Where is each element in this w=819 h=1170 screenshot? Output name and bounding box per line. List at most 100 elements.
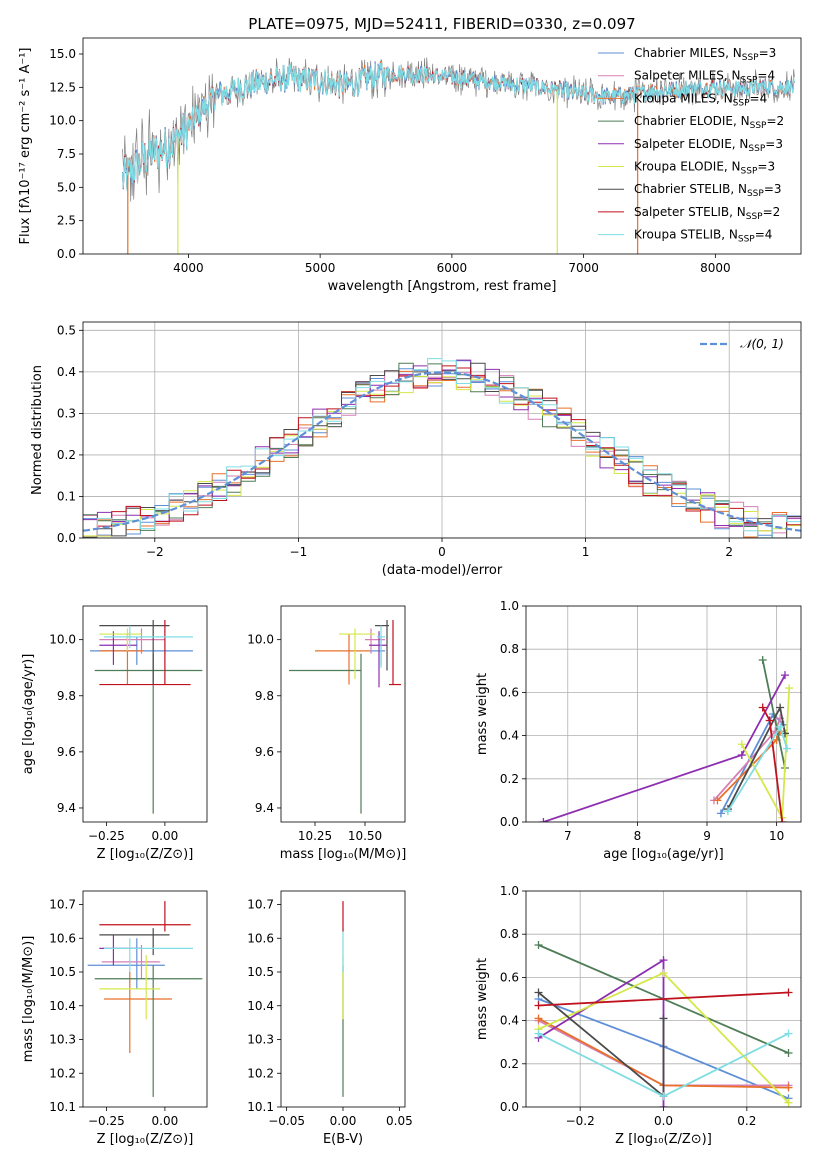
y-tick-label: 9.8 [255,689,274,703]
weight-marker-chabrier-elodie [784,1049,793,1057]
x-tick-label: −1 [290,545,308,559]
plot-area [526,891,801,1107]
y-axis-label: mass weight [475,673,490,755]
x-tick-label: −0.05 [268,1114,305,1128]
histogram-salpeter-stelib [83,365,801,538]
histogram-kroupa-stelib [83,358,801,538]
weight-marker-chabrier-miles [716,809,725,818]
legend-label-kroupa-stelib: Kroupa STELIB, NSSP=4 [634,228,772,245]
y-tick-label: 9.4 [255,801,274,815]
weight-marker-chabrier-elodie [534,941,543,949]
weight-marker-salpeter-elodie [659,956,668,965]
legend-label-chabrier-elodie: Chabrier ELODIE, NSSP=2 [634,114,784,131]
plot-area [289,620,401,814]
x-axis-label: wavelength [Angstrom, rest frame] [328,279,557,294]
y-tick-label: 10.6 [247,931,274,945]
y-tick-label: 1.0 [500,884,519,898]
weight-marker-kroupa-stelib [659,1092,668,1101]
weight-marker-kroupa-elodie [785,684,794,693]
y-tick-label: 10.5 [49,965,76,979]
x-tick-label: −0.25 [88,829,125,843]
gaussian-curve [83,371,801,532]
weight-marker-salpeter-stelib [765,716,774,725]
y-tick-label: 9.4 [57,801,76,815]
weight-marker-kroupa-stelib [723,807,732,816]
x-axis-label: Z [log₁₀(Z/Z⊙)] [615,1132,712,1147]
panel-weight-vs-Z: −0.2 0.0 0.2 0.0 0.2 0.4 0.6 0.8 1.0 Z [log₁₀(Z/Z… [475,884,802,1147]
x-axis-label: E(B-V) [323,1132,363,1147]
axes-frame [280,605,406,823]
x-tick-label: 0.05 [386,1114,413,1128]
model-spectrum-kroupa-stelib [122,63,795,191]
x-axis-label: (data-model)/error [382,563,503,578]
weight-marker-kroupa-stelib [534,1029,543,1038]
x-tick-label: 5000 [305,261,336,275]
x-axis-label: Z [log₁₀(Z/Z⊙)] [97,847,194,862]
legend-label-salpeter-miles: Salpeter MILES, NSSP=4 [634,69,775,86]
weight-marker-kroupa-miles [784,1083,793,1092]
y-tick-label: 0.3 [57,406,76,420]
y-tick-label: 0.8 [500,927,519,941]
y-tick-label: 9.6 [57,745,76,759]
panel-residuals: −2 −1 0 1 2 0.0 0.1 0.2 0.3 0.4 0.5 (data-model)/er… [30,321,802,578]
y-axis-label: mass weight [475,958,490,1040]
x-tick-label: 0 [438,545,446,559]
y-tick-label: 2.5 [57,214,76,228]
weight-marker-kroupa-miles [713,796,722,805]
panel-weight-vs-age: 7 8 9 10 0.0 0.2 0.4 0.6 0.8 1.0 age [log₁₀(age/yr… [475,599,802,862]
y-axis-label: mass [log₁₀(M/M⊙)] [21,936,36,1063]
y-tick-label: 10.6 [49,931,76,945]
plot-area [87,901,203,1097]
y-tick-label: 0.0 [57,531,76,545]
x-tick-label: 10.50 [348,829,382,843]
legend-label-kroupa-miles: Kroupa MILES, NSSP=4 [634,91,767,108]
panel-mass-vs-ebv: −0.05 0.00 0.05 10.1 10.2 10.3 10.4 10.5 10.6 10.… [247,890,413,1147]
x-tick-label: 2 [725,545,733,559]
y-tick-label: 0.0 [500,815,519,829]
y-tick-label: 10.5 [247,965,274,979]
weight-line-chabrier-elodie [761,659,786,769]
weight-marker-chabrier-elodie [758,656,767,664]
axes-frame [82,890,208,1108]
axes-frame [82,605,208,823]
x-tick-label: 7000 [568,261,599,275]
plot-area [122,57,795,254]
y-tick-label: 10.0 [49,633,76,647]
y-tick-label: 10.7 [247,898,274,912]
weight-marker-kroupa-stelib [783,744,792,753]
y-tick-label: 5.0 [57,180,76,194]
y-tick-label: 15.0 [49,47,76,61]
x-tick-label: 0.00 [330,1114,357,1128]
weight-marker-salpeter-stelib [758,703,767,712]
chart-title: PLATE=0975, MJD=52411, FIBERID=0330, z=0… [248,15,635,33]
weight-line-chabrier-stelib [537,991,665,1099]
legend-label-chabrier-miles: Chabrier MILES, NSSP=3 [634,46,776,63]
y-tick-label: 9.6 [255,745,274,759]
weight-marker-salpeter-elodie [780,671,789,680]
y-tick-label: 12.5 [49,80,76,94]
panel-age-vs-Z: −0.25 0.00 9.4 9.6 9.8 10.0 Z [log₁₀(Z/Z⊙)] age… [21,605,208,862]
weight-line-salpeter-stelib [761,707,784,822]
x-tick-label: −0.2 [566,1114,595,1128]
x-tick-label: 0.00 [152,1114,179,1128]
x-tick-label: −2 [146,545,164,559]
x-tick-label: 0.2 [737,1114,756,1128]
axes-frame [525,890,802,1108]
weight-marker-kroupa-miles [534,1014,543,1023]
y-tick-label: 10.0 [247,633,274,647]
y-tick-label: 10.4 [247,999,274,1013]
y-tick-label: 0.1 [57,489,76,503]
y-axis-label: Normed distribution [30,365,45,495]
x-tick-label: 8000 [700,261,731,275]
y-tick-label: 0.4 [500,729,519,743]
y-tick-label: 0.2 [500,1057,519,1071]
y-tick-label: 10.2 [247,1066,274,1080]
weight-marker-salpeter-elodie [659,1103,668,1107]
axes-frame [280,890,406,1108]
weight-marker-kroupa-stelib [784,1029,793,1038]
axes-frame [82,321,802,539]
panel-spectrum: 4000 5000 6000 7000 8000 0.0 2.5 5.0 7.5 10.0 12.5… [18,15,802,294]
plot-area [83,322,801,538]
x-tick-label: 7 [564,829,572,843]
legend-label-salpeter-elodie: Salpeter ELODIE, NSSP=3 [634,137,783,154]
